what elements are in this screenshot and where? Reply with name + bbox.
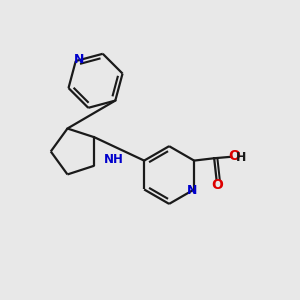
Text: NH: NH <box>103 153 123 166</box>
Text: N: N <box>74 53 84 66</box>
Text: N: N <box>187 184 197 197</box>
Text: H: H <box>236 151 246 164</box>
Text: O: O <box>228 149 240 163</box>
Text: O: O <box>212 178 223 192</box>
